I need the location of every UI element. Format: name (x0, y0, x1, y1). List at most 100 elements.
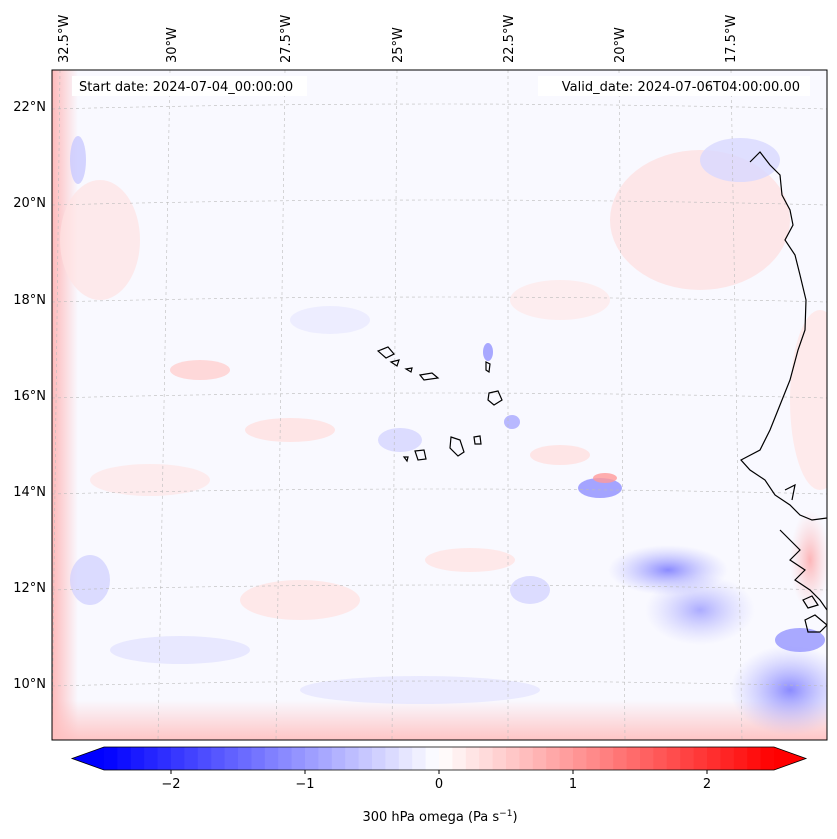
coastline (376, 151, 827, 633)
colorbar-cell (733, 747, 748, 770)
field-patch (300, 676, 540, 704)
island-boa-vista (487, 390, 503, 406)
colorbar-cell (613, 747, 628, 770)
lon-label: 27.5°W (279, 15, 294, 63)
colorbar-label: 300 hPa omega (Pa s−1) (362, 809, 517, 825)
lat-label: 10°N (13, 677, 46, 692)
colorbar-cell (707, 747, 721, 770)
parallel-line (52, 296, 827, 303)
colorbar-cell (331, 747, 346, 770)
island-santo-antao (376, 346, 395, 359)
colorbar-cell (680, 747, 695, 770)
meridian-line (730, 70, 743, 740)
colorbar-cell (626, 747, 641, 770)
field-patch (504, 415, 520, 429)
field-patch (790, 310, 827, 490)
colorbar-cell (492, 747, 507, 770)
colorbar-cell (425, 747, 440, 770)
field-patch (290, 306, 370, 334)
africa-coastline (740, 151, 827, 521)
colorbar-cell (760, 747, 775, 770)
colorbar-cell (197, 747, 212, 770)
parallel-line (52, 392, 827, 399)
colorbar-tick-label: 0 (435, 777, 443, 792)
valid-date-label: Valid_date: 2024-07-06T04:00:00.00 (562, 80, 800, 95)
colorbar-extend-high (774, 747, 806, 770)
island-brava (402, 456, 409, 463)
colorbar-cell (599, 747, 614, 770)
colorbar-cell (747, 747, 762, 770)
latitude-labels: 22°N 20°N 18°N 16°N 14°N 12°N 10°N (13, 100, 46, 692)
colorbar-cell (144, 747, 159, 770)
colorbar-cell (398, 747, 413, 770)
colorbar-cell (573, 747, 587, 770)
colorbar-cell (385, 747, 400, 770)
lon-label: 30°W (165, 27, 180, 63)
colorbar-cell (693, 747, 708, 770)
lat-label: 18°N (13, 293, 46, 308)
field-patch (530, 445, 590, 465)
colorbar-tick-label: 1 (569, 777, 577, 792)
meridian-line (391, 70, 398, 740)
colorbar-cells (104, 747, 775, 770)
colorbar-cell (640, 747, 654, 770)
colorbar-cell (506, 747, 520, 770)
field-patch (593, 473, 617, 483)
colorbar-cell (157, 747, 172, 770)
coastline-segment (779, 529, 827, 611)
parallel-line (52, 199, 827, 206)
colorbar-cell (345, 747, 360, 770)
field-patch (110, 636, 250, 664)
colorbar-tick-label: −2 (161, 777, 180, 792)
field-patch (70, 136, 86, 184)
meridian-line (275, 70, 286, 740)
map-frame (51, 69, 828, 741)
field-patch (790, 510, 827, 610)
lon-label: 20°W (613, 27, 628, 63)
field-patch (645, 575, 755, 645)
colorbar-cell (264, 747, 279, 770)
lat-label: 12°N (13, 581, 46, 596)
island-sal (485, 361, 491, 374)
field-patch (510, 280, 610, 320)
field-patch (510, 576, 550, 604)
field-patch (70, 555, 110, 605)
colorbar-cell (130, 747, 145, 770)
map-panel: Start date: 2024-07-04_00:00:00 Valid_da… (13, 15, 828, 741)
island-sao-vicente (389, 359, 400, 367)
colorbar-cell (318, 747, 333, 770)
colorbar: −2 −1 0 1 2 300 hPa omega (Pa s−1) (70, 746, 808, 825)
colorbar-cell (224, 747, 239, 770)
omega-field (52, 70, 827, 740)
start-date-box (72, 76, 307, 96)
field-patch (483, 343, 493, 361)
field-patch (245, 418, 335, 442)
parallel-line (52, 488, 827, 495)
colorbar-cell (519, 747, 534, 770)
parallel-line (52, 103, 827, 110)
meridian-line (52, 70, 61, 740)
graticule (52, 70, 827, 740)
field-patch (700, 138, 780, 182)
colorbar-cell (251, 747, 266, 770)
island-santiago (449, 436, 465, 457)
lat-label: 22°N (13, 100, 46, 115)
colorbar-cell (211, 747, 226, 770)
colorbar-cell (452, 747, 467, 770)
colorbar-cell (305, 747, 319, 770)
colorbar-cell (653, 747, 668, 770)
colorbar-cell (546, 747, 561, 770)
field-patch (610, 150, 790, 290)
meridian-line (618, 70, 626, 740)
meridian-line (157, 70, 171, 740)
colorbar-extend-low (72, 747, 104, 770)
colorbar-cell (720, 747, 735, 770)
colorbar-cell (372, 747, 386, 770)
lat-label: 16°N (13, 389, 46, 404)
field-patch (240, 580, 360, 620)
colorbar-cell (532, 747, 547, 770)
colorbar-ticks: −2 −1 0 1 2 (161, 770, 711, 792)
boundary-red-band-west (52, 70, 78, 740)
parallel-line (52, 584, 827, 591)
